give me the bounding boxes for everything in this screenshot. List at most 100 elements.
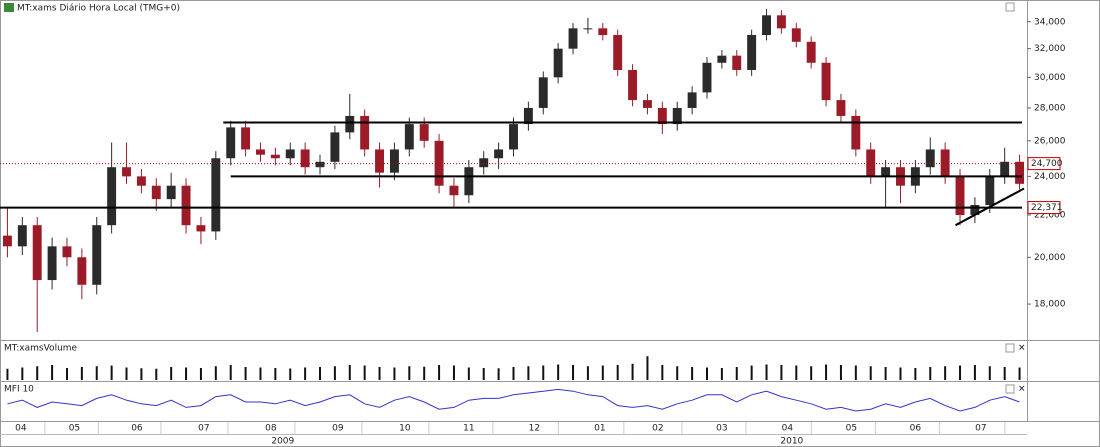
candle-body [687,92,697,108]
x-tick-label: 08 [265,424,277,434]
volume-bar [586,366,589,380]
candle-body [92,225,102,285]
x-tick-label: 12 [529,424,540,434]
volume-title: MT:xamsVolume [4,344,78,354]
volume-bar [616,365,619,380]
candle-body [732,55,742,70]
candle-body [672,107,682,125]
candle-body [419,124,429,141]
candle-body [32,225,42,281]
candle-body [836,100,846,116]
candle-body [598,28,608,36]
x-tick-label: 07 [198,424,209,434]
volume-bar [1003,367,1006,380]
candle-body [389,149,399,173]
volume-bar [512,367,515,380]
x-tick-label: 10 [399,424,411,434]
volume-bar [110,365,113,380]
volume-bar [899,367,902,380]
y-tick-label: 18,000 [1034,300,1066,310]
volume-bar [884,367,887,380]
volume-bar [572,365,575,380]
volume-bar [839,365,842,380]
level-label: 24,700 [1031,159,1063,169]
volume-bar [705,367,708,380]
volume-bar [393,367,396,380]
candle-body [449,185,459,196]
volume-bar [810,366,813,380]
y-tick-label: 26,000 [1034,136,1066,146]
volume-bar [408,366,411,380]
volume-bar [51,365,54,380]
volume-bar [497,368,500,380]
candle-body [494,149,504,159]
candle-body [747,35,757,70]
volume-bar [95,366,98,380]
maximize-button[interactable] [1005,384,1015,394]
volume-bar [646,356,649,380]
volume-bar [467,367,470,380]
maximize-button[interactable] [1005,343,1015,353]
y-tick-label: 28,000 [1034,103,1066,113]
volume-bar [750,365,753,380]
y-tick-label: 34,000 [1034,17,1066,27]
volume-bar [333,366,336,380]
candle-body [568,28,578,49]
candle-body [523,107,533,125]
candle-body [62,246,72,258]
volume-bar [735,367,738,380]
y-tick-label: 32,000 [1034,44,1066,54]
candle-body [151,185,161,200]
volume-bar [229,365,232,380]
candle-body [806,41,816,63]
chart-title: MT:xams Diário Hora Local (TMG+0) [17,4,180,14]
maximize-button[interactable] [1005,2,1015,12]
candle-body [241,127,251,150]
volume-bar [80,367,83,380]
close-button[interactable]: ✕ [1018,344,1026,354]
volume-bar [244,367,247,380]
volume-bar [185,367,188,380]
level-label-box [1027,157,1061,171]
app-icon [4,3,14,12]
x-tick-label: 04 [15,424,27,434]
candle-body [538,77,548,108]
candle-body [509,124,518,150]
volume-bar [825,364,828,380]
volume-bar [155,368,158,380]
candle-body [434,140,444,186]
volume-bar [914,368,917,380]
candle-body [256,149,265,155]
volume-bar [423,366,426,380]
candle-body [196,225,206,232]
volume-bar [65,368,68,380]
candle-body [166,185,176,200]
x-tick-label: 05 [846,424,857,434]
volume-bar [869,366,872,380]
candle-body [851,115,861,150]
candle-body [285,149,295,159]
candle-body [955,176,965,215]
candle-body [628,69,638,101]
candle-body [1015,161,1025,184]
volume-bar [438,365,441,380]
candle-body [985,176,995,206]
volume-bar [988,366,991,380]
candle-body [464,167,474,196]
candle-body [642,100,652,108]
x-tick-label: 11 [463,424,474,434]
candle-body [181,185,191,226]
candle-body [791,28,801,42]
y-tick-label: 24,000 [1034,172,1066,182]
candle-body [211,158,221,232]
candle-body [970,205,980,215]
candle-body [776,15,786,29]
x-tick-label: 05 [69,424,80,434]
volume-bar [259,367,262,380]
candle-body [17,225,27,247]
volume-bar [482,368,485,380]
trend-line [955,187,1025,227]
y-tick-label: 20,000 [1034,253,1066,263]
candle-body [553,48,563,78]
close-button[interactable]: ✕ [1018,385,1026,395]
